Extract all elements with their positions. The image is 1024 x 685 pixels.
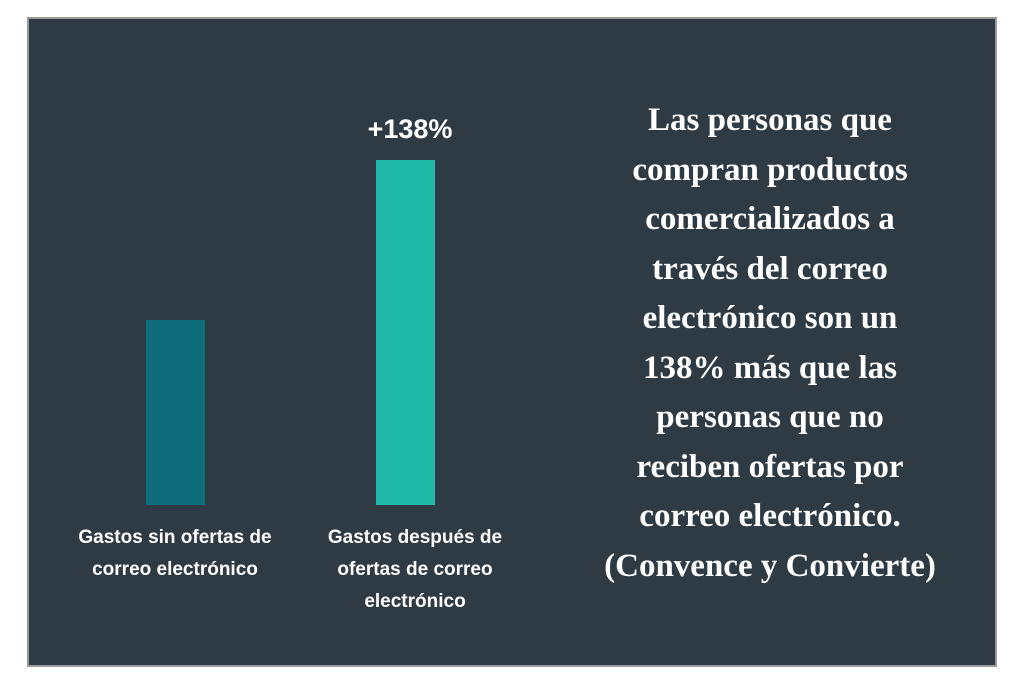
caption-line: través del correo	[652, 250, 888, 287]
caption-line: electrónico son un	[642, 300, 898, 336]
category-label: Gastos sin ofertas de correo electrónico	[78, 527, 272, 580]
caption-line: correo electrónico.	[639, 498, 901, 534]
caption: Las personas que compran productos comerci…	[560, 96, 980, 591]
bar-annotation: +138%	[367, 114, 453, 144]
bar	[145, 319, 205, 505]
bar	[375, 160, 435, 505]
caption-line: compran productos	[632, 151, 908, 188]
caption-line: 138% más que las	[643, 349, 897, 386]
category-label: Gastos después de ofertas de correo elec…	[327, 527, 503, 612]
caption-line: comercializados a	[645, 201, 895, 237]
caption-line: personas que no	[656, 399, 884, 435]
caption-line: Las personas que	[648, 102, 892, 138]
caption-line: reciben ofertas por	[636, 448, 904, 485]
caption-line: (Convence y Convierte)	[604, 547, 936, 584]
